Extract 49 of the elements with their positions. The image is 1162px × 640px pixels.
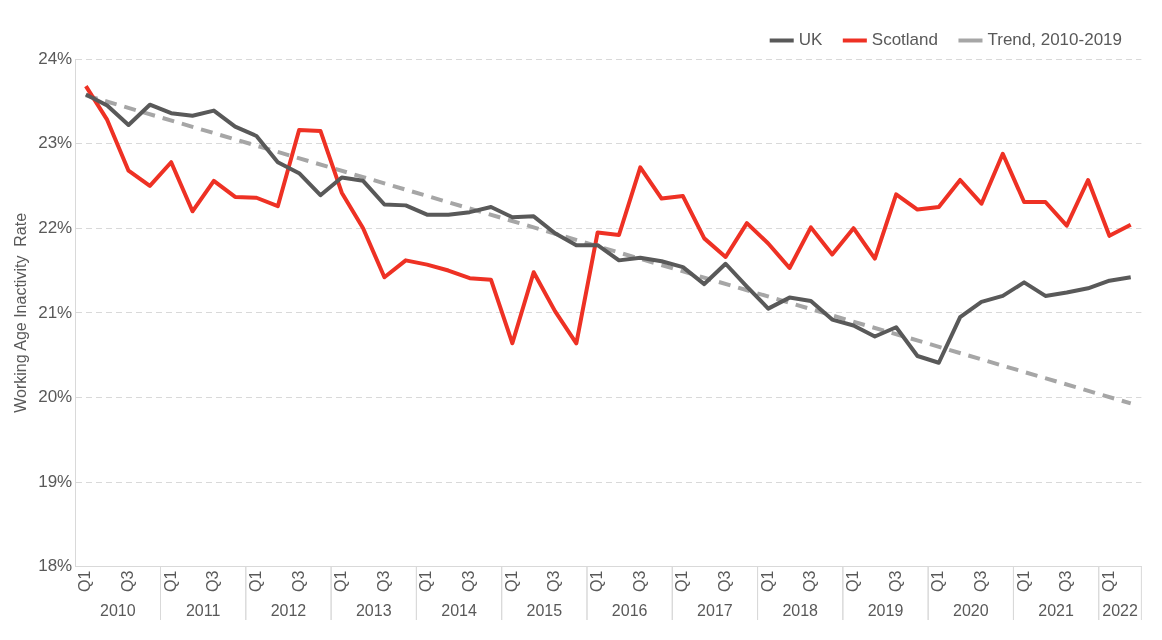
x-tick-label: Q3 [289,570,307,592]
y-tick-label: 23% [38,133,73,153]
x-tick-label: Q3 [118,570,136,592]
text: 2022 [1102,602,1138,620]
text: 2021 [1038,602,1074,620]
x-tick-label: Q1 [843,570,861,592]
text: 2015 [526,602,563,620]
x-tick-label: Q3 [715,570,733,592]
x-tick-label: Q3 [460,570,478,592]
x-tick-label: Q1 [502,570,520,592]
x-tick-label: Q1 [1014,570,1032,592]
x-tick-label: Q3 [1057,570,1075,592]
text: 2010 [100,602,136,620]
legend-label: UK [798,30,823,50]
x-tick-label: Q1 [246,570,264,592]
x-tick-label: Q1 [417,570,435,592]
text: 2020 [953,602,989,620]
x-tick-label: Q1 [588,570,606,592]
y-tick-label: 18% [38,556,73,576]
x-tick-label: Q3 [886,570,904,592]
y-tick-label: 22% [38,217,73,237]
text: 2016 [611,602,648,620]
x-tick-label: Q1 [1099,570,1117,592]
text: 2013 [355,602,392,620]
x-tick-label: Q1 [673,570,691,592]
text: 2012 [270,602,307,620]
x-tick-label: Q1 [161,570,179,592]
x-tick-label: Q1 [758,570,776,592]
text: 2014 [441,602,477,620]
text: 2018 [782,602,819,620]
y-tick-label: 19% [38,471,73,491]
x-tick-label: Q3 [204,570,222,592]
legend-label: Scotland [871,30,938,50]
text: 2017 [697,602,733,620]
text: 2011 [185,602,221,620]
text: 2019 [867,602,904,620]
x-tick-label: Q1 [332,570,350,592]
x-tick-label: Q3 [545,570,563,592]
y-tick-label: 21% [38,302,73,322]
x-tick-label: Q3 [374,570,392,592]
x-tick-label: Q1 [929,570,947,592]
x-tick-label: Q1 [76,570,94,592]
y-tick-label: 24% [38,48,73,68]
x-tick-label: Q3 [801,570,819,592]
x-tick-label: Q3 [971,570,989,592]
y-tick-label: 20% [38,387,73,407]
legend-label: Trend, 2010-2019 [987,30,1123,50]
y-axis-title: Working Age Inactivity Rate [12,212,30,413]
x-tick-label: Q3 [630,570,648,592]
